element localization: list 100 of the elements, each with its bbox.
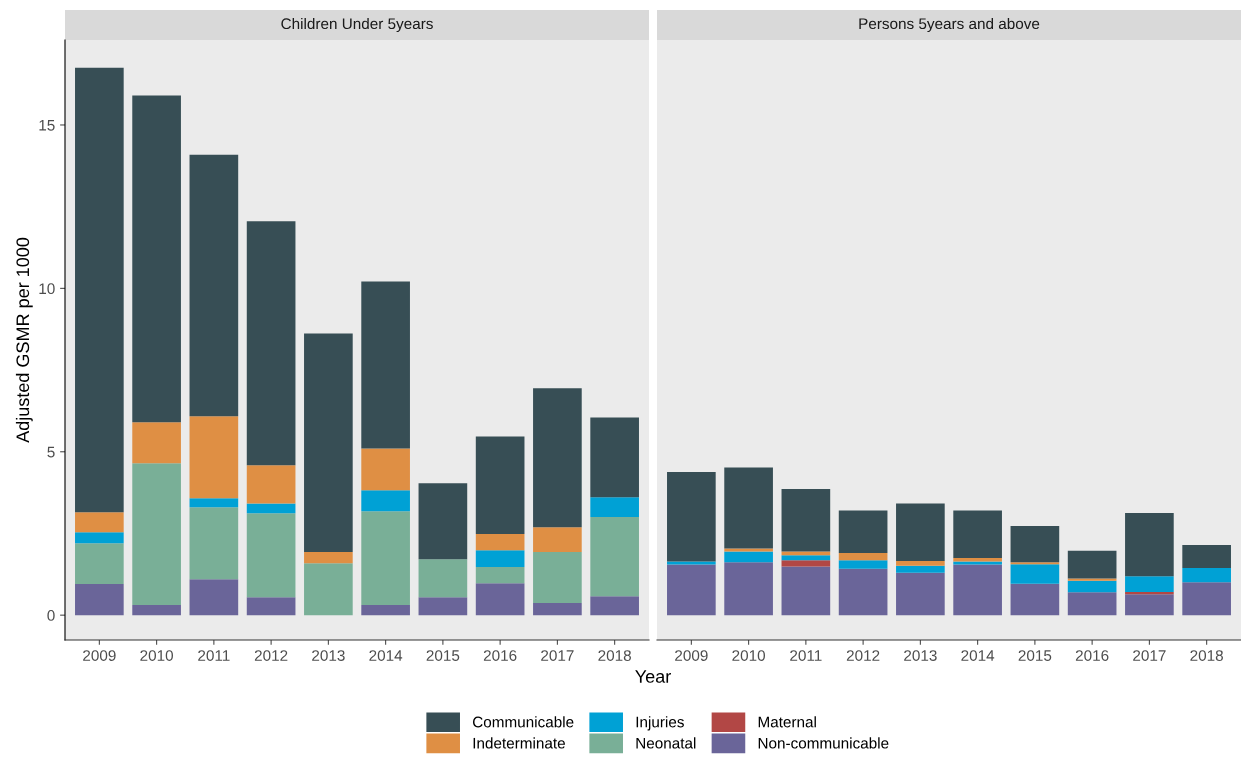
bar bbox=[1067, 592, 1117, 616]
x-tick-label: 2018 bbox=[1190, 650, 1223, 661]
bar bbox=[781, 555, 831, 561]
bar bbox=[189, 507, 239, 580]
bar bbox=[361, 605, 410, 616]
legend-label: Indeterminate bbox=[473, 737, 565, 749]
bar bbox=[533, 527, 582, 553]
x-tick-label: 2012 bbox=[846, 650, 880, 661]
x-axis-title: Year bbox=[635, 670, 671, 683]
bar bbox=[75, 512, 124, 533]
bar bbox=[189, 154, 239, 417]
bar bbox=[246, 597, 296, 616]
bar bbox=[304, 563, 353, 616]
x-tick-label: 2010 bbox=[732, 650, 766, 661]
x-tick-label: 2011 bbox=[198, 650, 230, 661]
bar bbox=[896, 503, 945, 561]
bar bbox=[533, 552, 582, 604]
bar bbox=[189, 579, 239, 616]
x-tick-label: 2018 bbox=[598, 650, 631, 661]
chart-title: Children Under 5years bbox=[281, 17, 433, 33]
bar bbox=[667, 472, 716, 562]
bar bbox=[953, 561, 1002, 565]
bar bbox=[361, 281, 410, 449]
legend-label: Communicable bbox=[472, 716, 574, 728]
bar bbox=[75, 67, 124, 513]
legend-label: Injuries bbox=[636, 716, 684, 731]
bar bbox=[418, 559, 468, 598]
bar bbox=[475, 534, 525, 551]
bar bbox=[1182, 582, 1231, 616]
bar bbox=[667, 561, 716, 565]
bar bbox=[590, 497, 639, 518]
bar bbox=[1125, 512, 1174, 577]
bar bbox=[132, 463, 181, 606]
bar bbox=[1010, 564, 1060, 584]
bar bbox=[781, 566, 831, 616]
bar bbox=[1182, 568, 1231, 583]
bar bbox=[896, 560, 945, 566]
chart-title: Persons 5years and above bbox=[859, 17, 1040, 33]
legend-label: Non-communicable bbox=[758, 737, 889, 749]
x-tick-label: 2016 bbox=[1075, 650, 1109, 661]
bar bbox=[418, 597, 468, 616]
bar bbox=[418, 483, 468, 560]
legend-label: Neonatal bbox=[636, 737, 696, 749]
bar bbox=[1182, 544, 1231, 569]
bar bbox=[189, 498, 239, 508]
x-tick-label: 2009 bbox=[83, 650, 116, 661]
bar bbox=[1067, 550, 1117, 579]
bar bbox=[132, 422, 181, 464]
bar bbox=[361, 511, 410, 606]
bar bbox=[533, 388, 582, 528]
bar bbox=[75, 584, 124, 616]
bar bbox=[838, 568, 888, 616]
bar bbox=[475, 436, 525, 535]
x-tick-label: 2016 bbox=[483, 650, 517, 661]
bar bbox=[533, 603, 582, 616]
x-tick-label: 2015 bbox=[1018, 650, 1052, 661]
bar bbox=[590, 517, 639, 597]
bar bbox=[189, 416, 239, 499]
bar bbox=[781, 489, 831, 552]
bar bbox=[1125, 594, 1174, 616]
x-tick-label: 2015 bbox=[426, 650, 460, 661]
x-tick-label: 2013 bbox=[312, 650, 345, 661]
bar bbox=[75, 543, 124, 585]
bar bbox=[896, 572, 945, 616]
y-axis-title: Adjusted GSMR per 1000 bbox=[15, 237, 33, 443]
bar bbox=[590, 596, 639, 616]
x-tick-label: 2013 bbox=[904, 650, 937, 661]
bar bbox=[1125, 576, 1174, 592]
bar bbox=[667, 564, 716, 616]
bar bbox=[246, 465, 296, 504]
bar bbox=[724, 562, 773, 616]
y-tick-label: 10 bbox=[39, 283, 55, 295]
bar bbox=[361, 490, 410, 512]
y-tick-label: 0 bbox=[47, 610, 55, 621]
x-tick-label: 2014 bbox=[961, 650, 995, 661]
x-tick-label: 2010 bbox=[140, 650, 174, 661]
x-tick-label: 2017 bbox=[541, 650, 574, 661]
bar bbox=[75, 532, 124, 544]
bar bbox=[361, 448, 410, 491]
x-tick-label: 2012 bbox=[254, 650, 288, 661]
bar bbox=[246, 503, 296, 514]
bar bbox=[132, 605, 181, 616]
bar bbox=[724, 548, 773, 552]
x-tick-label: 2017 bbox=[1133, 650, 1166, 661]
bar bbox=[1010, 583, 1060, 616]
bar bbox=[246, 513, 296, 598]
bar bbox=[838, 553, 888, 561]
bar bbox=[304, 333, 353, 553]
bar bbox=[475, 567, 525, 584]
bar bbox=[246, 221, 296, 466]
bar bbox=[724, 467, 773, 549]
legend-label: Maternal bbox=[758, 716, 816, 728]
bar bbox=[953, 557, 1002, 562]
x-tick-label: 2009 bbox=[675, 650, 708, 661]
bar bbox=[781, 560, 831, 567]
bar bbox=[953, 564, 1002, 616]
bar bbox=[838, 510, 888, 554]
bar bbox=[475, 583, 525, 616]
bar bbox=[1067, 580, 1117, 593]
bar bbox=[724, 551, 773, 563]
